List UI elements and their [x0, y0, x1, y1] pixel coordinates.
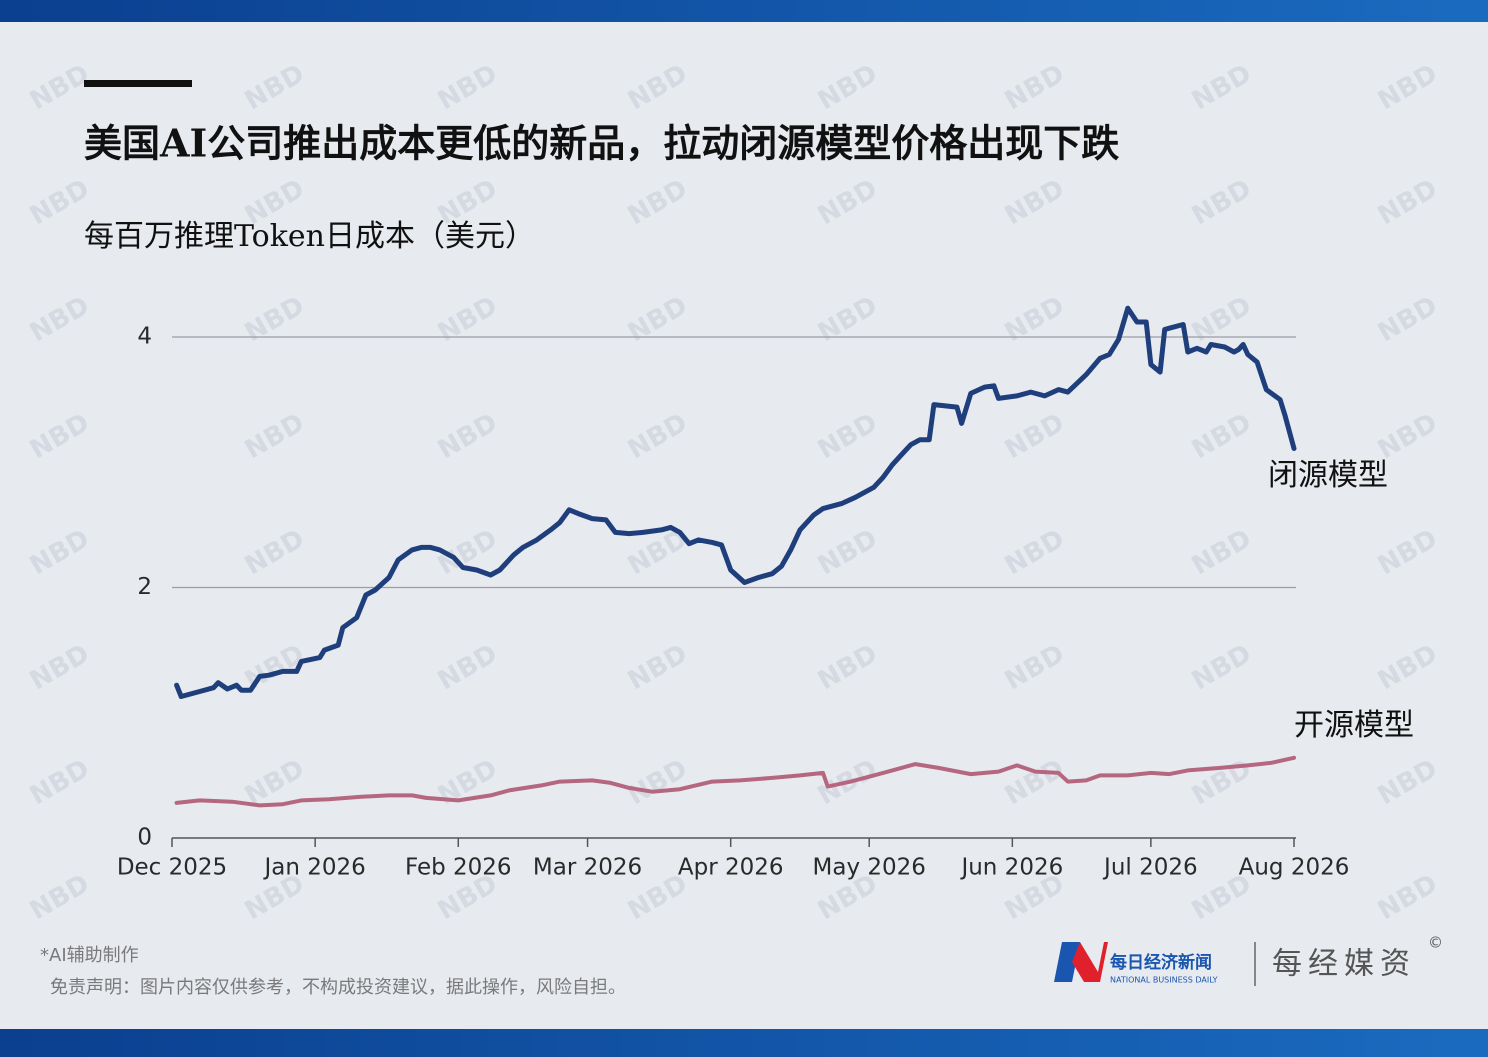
x-tick-label: Mar 2026 [533, 855, 642, 881]
chart-title: 美国AI公司推出成本更低的新品，拉动闭源模型价格出现下跌 [84, 121, 1119, 166]
disclaimer: 免责声明：图片内容仅供参考，不构成投资建议，据此操作，风险自担。 [50, 977, 626, 998]
bottom-bar [0, 1029, 1488, 1057]
title-bar [84, 80, 192, 87]
logo-mark [1072, 942, 1108, 982]
x-tick-label: Aug 2026 [1239, 855, 1350, 881]
logo-text: 每日经济新闻 [1110, 952, 1212, 973]
y-tick-label: 4 [137, 324, 152, 350]
logo-mark [1054, 942, 1080, 982]
x-tick-label: Jun 2026 [959, 855, 1063, 881]
x-tick-label: May 2026 [813, 855, 926, 881]
y-tick-label: 2 [137, 574, 152, 600]
brand: 每经媒资 [1272, 947, 1416, 982]
series-line [174, 755, 1296, 808]
x-tick-label: Jul 2026 [1102, 855, 1198, 881]
x-tick-label: Apr 2026 [678, 855, 784, 881]
x-tick-label: Jan 2026 [262, 855, 365, 881]
top-bar [0, 0, 1488, 22]
series-line [174, 305, 1297, 699]
y-tick-label: 0 [137, 825, 152, 851]
x-tick-label: Feb 2026 [405, 855, 512, 881]
logo-subtext: NATIONAL BUSINESS DAILY [1110, 976, 1218, 985]
footnote: *AI辅助制作 [40, 945, 139, 966]
series-label: 开源模型 [1294, 708, 1414, 743]
subtitle: 每百万推理Token日成本（美元） [84, 219, 535, 254]
x-tick-label: Dec 2025 [117, 855, 227, 881]
series-label: 闭源模型 [1268, 458, 1388, 493]
copyright: © [1428, 934, 1443, 952]
plot: 0 2 4 Dec 2025 Jan 2026 Feb 2026 Mar 2026 Apr 2… [117, 305, 1350, 881]
